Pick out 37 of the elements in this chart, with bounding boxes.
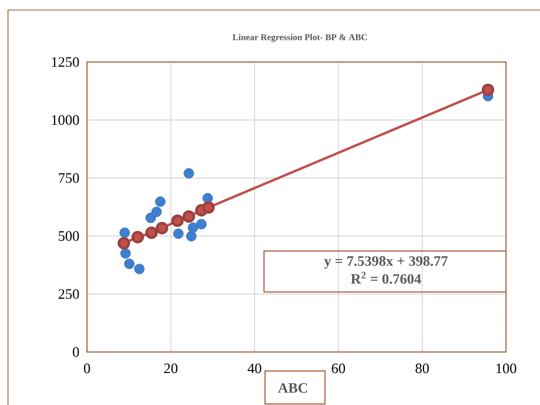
point bbox=[202, 201, 215, 214]
point bbox=[156, 222, 168, 234]
point bbox=[188, 222, 198, 233]
x-tick-label: 80 bbox=[416, 364, 429, 374]
point bbox=[186, 231, 197, 242]
x-axis-title: ABC bbox=[278, 383, 308, 393]
x-tick-label: 20 bbox=[164, 364, 178, 374]
point bbox=[120, 228, 130, 238]
point bbox=[131, 230, 144, 244]
y-tick-label: 0 bbox=[72, 347, 79, 357]
y-tick-label: 750 bbox=[58, 173, 79, 183]
point bbox=[155, 196, 166, 207]
chart-title: Linear Regression Plot- BP & ABC bbox=[232, 34, 367, 42]
y-tick-label: 250 bbox=[58, 289, 79, 299]
point bbox=[173, 228, 184, 239]
annotation: y = 7.5398x + 398.77 bbox=[324, 256, 448, 269]
point bbox=[182, 210, 196, 223]
x-tick-label: 40 bbox=[248, 364, 262, 374]
point bbox=[482, 84, 494, 96]
x-tick-label: 100 bbox=[496, 364, 516, 374]
point bbox=[151, 206, 162, 218]
point bbox=[124, 258, 134, 270]
point bbox=[120, 248, 131, 259]
point bbox=[171, 214, 184, 227]
point bbox=[146, 212, 156, 224]
point bbox=[134, 264, 145, 274]
y-tick-label: 1250 bbox=[52, 57, 79, 67]
point bbox=[202, 193, 213, 204]
y-tick-label: 1000 bbox=[52, 115, 79, 125]
annotation: R$^{2}$ = 0.7604 bbox=[350, 272, 422, 284]
x-tick-label: 60 bbox=[332, 364, 346, 374]
x-tick-label: 0 bbox=[84, 364, 90, 374]
point bbox=[145, 226, 158, 239]
point bbox=[184, 168, 194, 179]
point bbox=[196, 218, 207, 230]
y-tick-label: 500 bbox=[58, 231, 79, 241]
point bbox=[118, 236, 130, 250]
